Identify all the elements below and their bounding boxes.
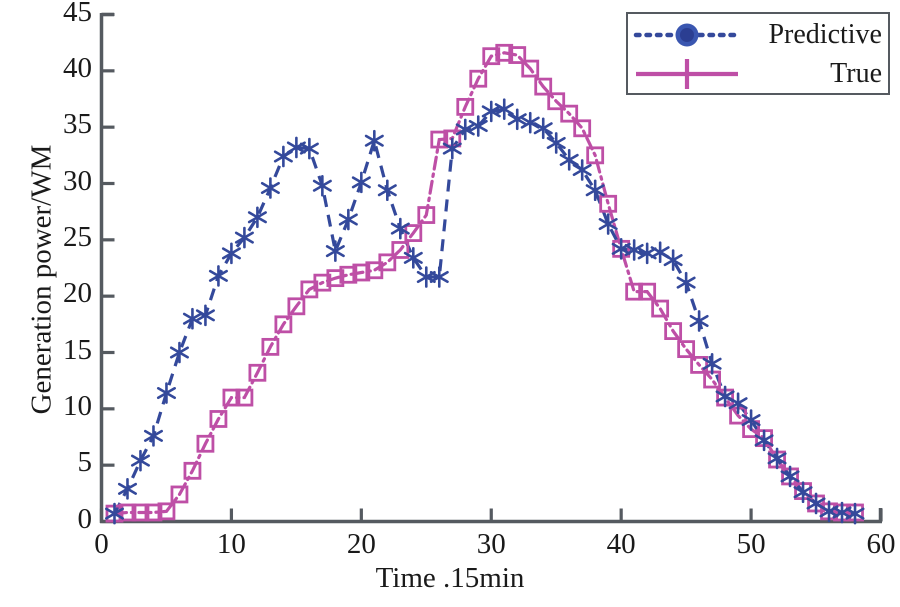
y-tick-label: 25 bbox=[63, 220, 92, 253]
y-tick-label: 45 bbox=[63, 0, 92, 28]
legend-box: Predictive True bbox=[626, 12, 890, 95]
y-tick-label: 5 bbox=[77, 446, 93, 479]
x-tick-label: 10 bbox=[216, 528, 246, 560]
y-axis-ticks bbox=[101, 12, 115, 524]
legend-label-true: True bbox=[830, 58, 882, 89]
legend-sample-true bbox=[628, 55, 746, 93]
legend-sample-predictive bbox=[628, 16, 746, 54]
legend-swatch-true-icon bbox=[636, 59, 738, 89]
y-tick-label: 30 bbox=[63, 164, 92, 197]
x-tick-label: 0 bbox=[94, 528, 109, 560]
x-axis-title: Time .15min bbox=[375, 562, 525, 594]
legend-label-predictive: Predictive bbox=[768, 19, 882, 50]
series-predictive-markers bbox=[104, 98, 865, 525]
legend-item-predictive[interactable]: Predictive bbox=[628, 16, 888, 54]
y-axis-title: Generation power/WM bbox=[25, 144, 58, 415]
y-tick-label: 10 bbox=[63, 389, 92, 422]
legend-item-true[interactable]: True bbox=[628, 55, 888, 93]
x-axis-ticks bbox=[99, 508, 883, 522]
y-tick-label: 0 bbox=[77, 502, 93, 535]
y-tick-label: 40 bbox=[63, 51, 92, 84]
x-tick-label: 20 bbox=[346, 528, 376, 560]
series-predictive-line bbox=[113, 107, 856, 516]
x-tick-label: 50 bbox=[736, 528, 766, 560]
y-tick-label: 15 bbox=[63, 333, 92, 366]
x-tick-label: 60 bbox=[866, 528, 896, 560]
legend-swatch-predictive-icon bbox=[633, 23, 741, 47]
x-tick-label: 30 bbox=[476, 528, 506, 560]
y-tick-label: 20 bbox=[63, 277, 92, 310]
x-tick-label: 40 bbox=[606, 528, 636, 560]
y-tick-label: 35 bbox=[63, 108, 92, 141]
